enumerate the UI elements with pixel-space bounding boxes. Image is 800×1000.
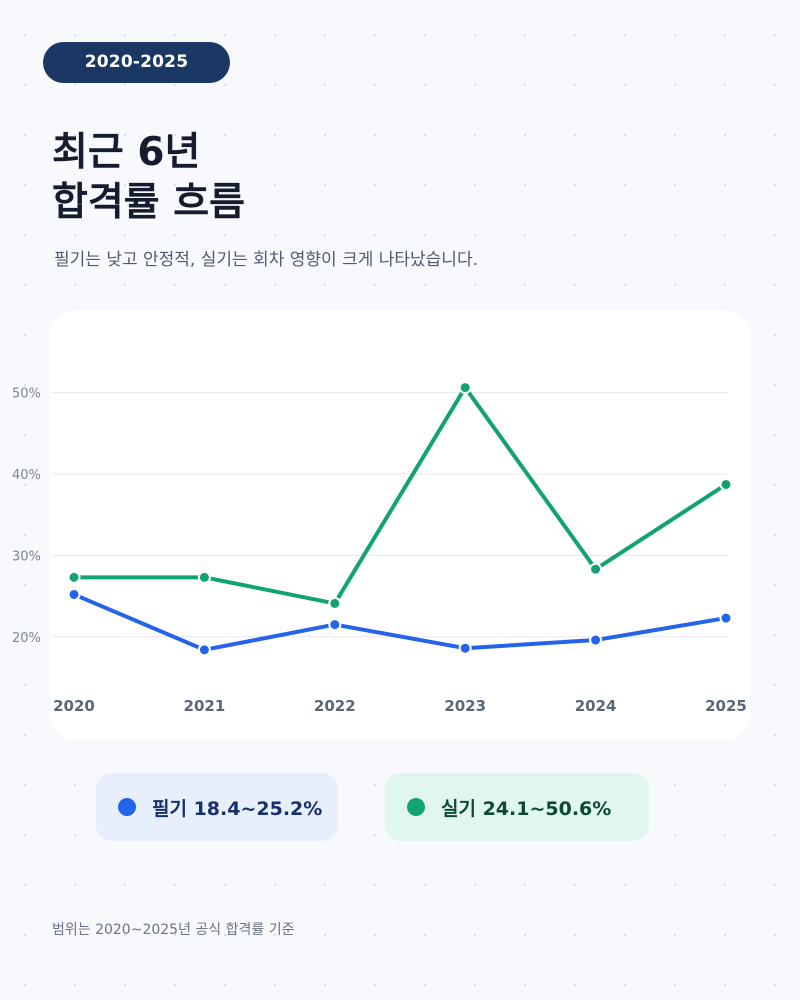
page-title-line-1: 최근 6년 <box>52 130 201 175</box>
point-written-2021 <box>197 643 211 657</box>
legend-label-practical: 실기 24.1~50.6% <box>441 797 612 820</box>
y-tick-label-50: 50% <box>12 386 41 401</box>
page-title: 최근 6년 합격률 흐름 <box>52 128 245 228</box>
series-group <box>67 381 733 657</box>
point-practical-2021 <box>197 570 211 584</box>
point-written-2024 <box>589 633 603 647</box>
point-written-2023 <box>458 641 472 655</box>
point-written-2025 <box>719 611 733 625</box>
point-practical-2023 <box>458 381 472 395</box>
series-written <box>67 587 733 657</box>
footnote: 범위는 2020~2025년 공식 합격률 기준 <box>52 922 295 938</box>
chart-card <box>50 310 750 740</box>
series-line-practical <box>72 385 728 606</box>
point-written-2020 <box>67 587 81 601</box>
page-subtitle: 필기는 낮고 안정적, 실기는 회차 영향이 크게 나타났습니다. <box>54 250 478 270</box>
legend-item-written: 필기 18.4~25.2% <box>96 773 338 841</box>
point-practical-2020 <box>67 570 81 584</box>
point-written-2022 <box>328 618 342 632</box>
legend-item-practical: 실기 24.1~50.6% <box>385 773 649 841</box>
page-title-line-2: 합격률 흐름 <box>52 180 245 225</box>
series-line-written <box>72 592 728 652</box>
point-practical-2025 <box>719 477 733 491</box>
x-tick-label-2021: 2021 <box>184 697 226 715</box>
point-practical-2024 <box>589 562 603 576</box>
point-practical-2022 <box>328 596 342 610</box>
y-tick-label-20: 20% <box>12 631 41 646</box>
x-tick-label-2024: 2024 <box>575 697 617 715</box>
x-tick-label-2023: 2023 <box>444 697 486 715</box>
x-tick-label-2025: 2025 <box>705 697 747 715</box>
legend-dot-written <box>118 798 136 816</box>
legend-dot-practical <box>407 798 425 816</box>
legend-label-written: 필기 18.4~25.2% <box>152 797 323 820</box>
series-practical <box>67 381 733 610</box>
x-axis-tick-labels: 2020 2021 2022 2023 2024 2025 <box>53 697 747 715</box>
y-tick-label-40: 40% <box>12 468 41 483</box>
y-tick-label-30: 30% <box>12 549 41 564</box>
period-badge: 2020-2025 <box>43 42 230 83</box>
x-tick-label-2020: 2020 <box>53 697 95 715</box>
x-tick-label-2022: 2022 <box>314 697 356 715</box>
y-axis-tick-labels: 20% 30% 40% 50% <box>12 386 41 645</box>
